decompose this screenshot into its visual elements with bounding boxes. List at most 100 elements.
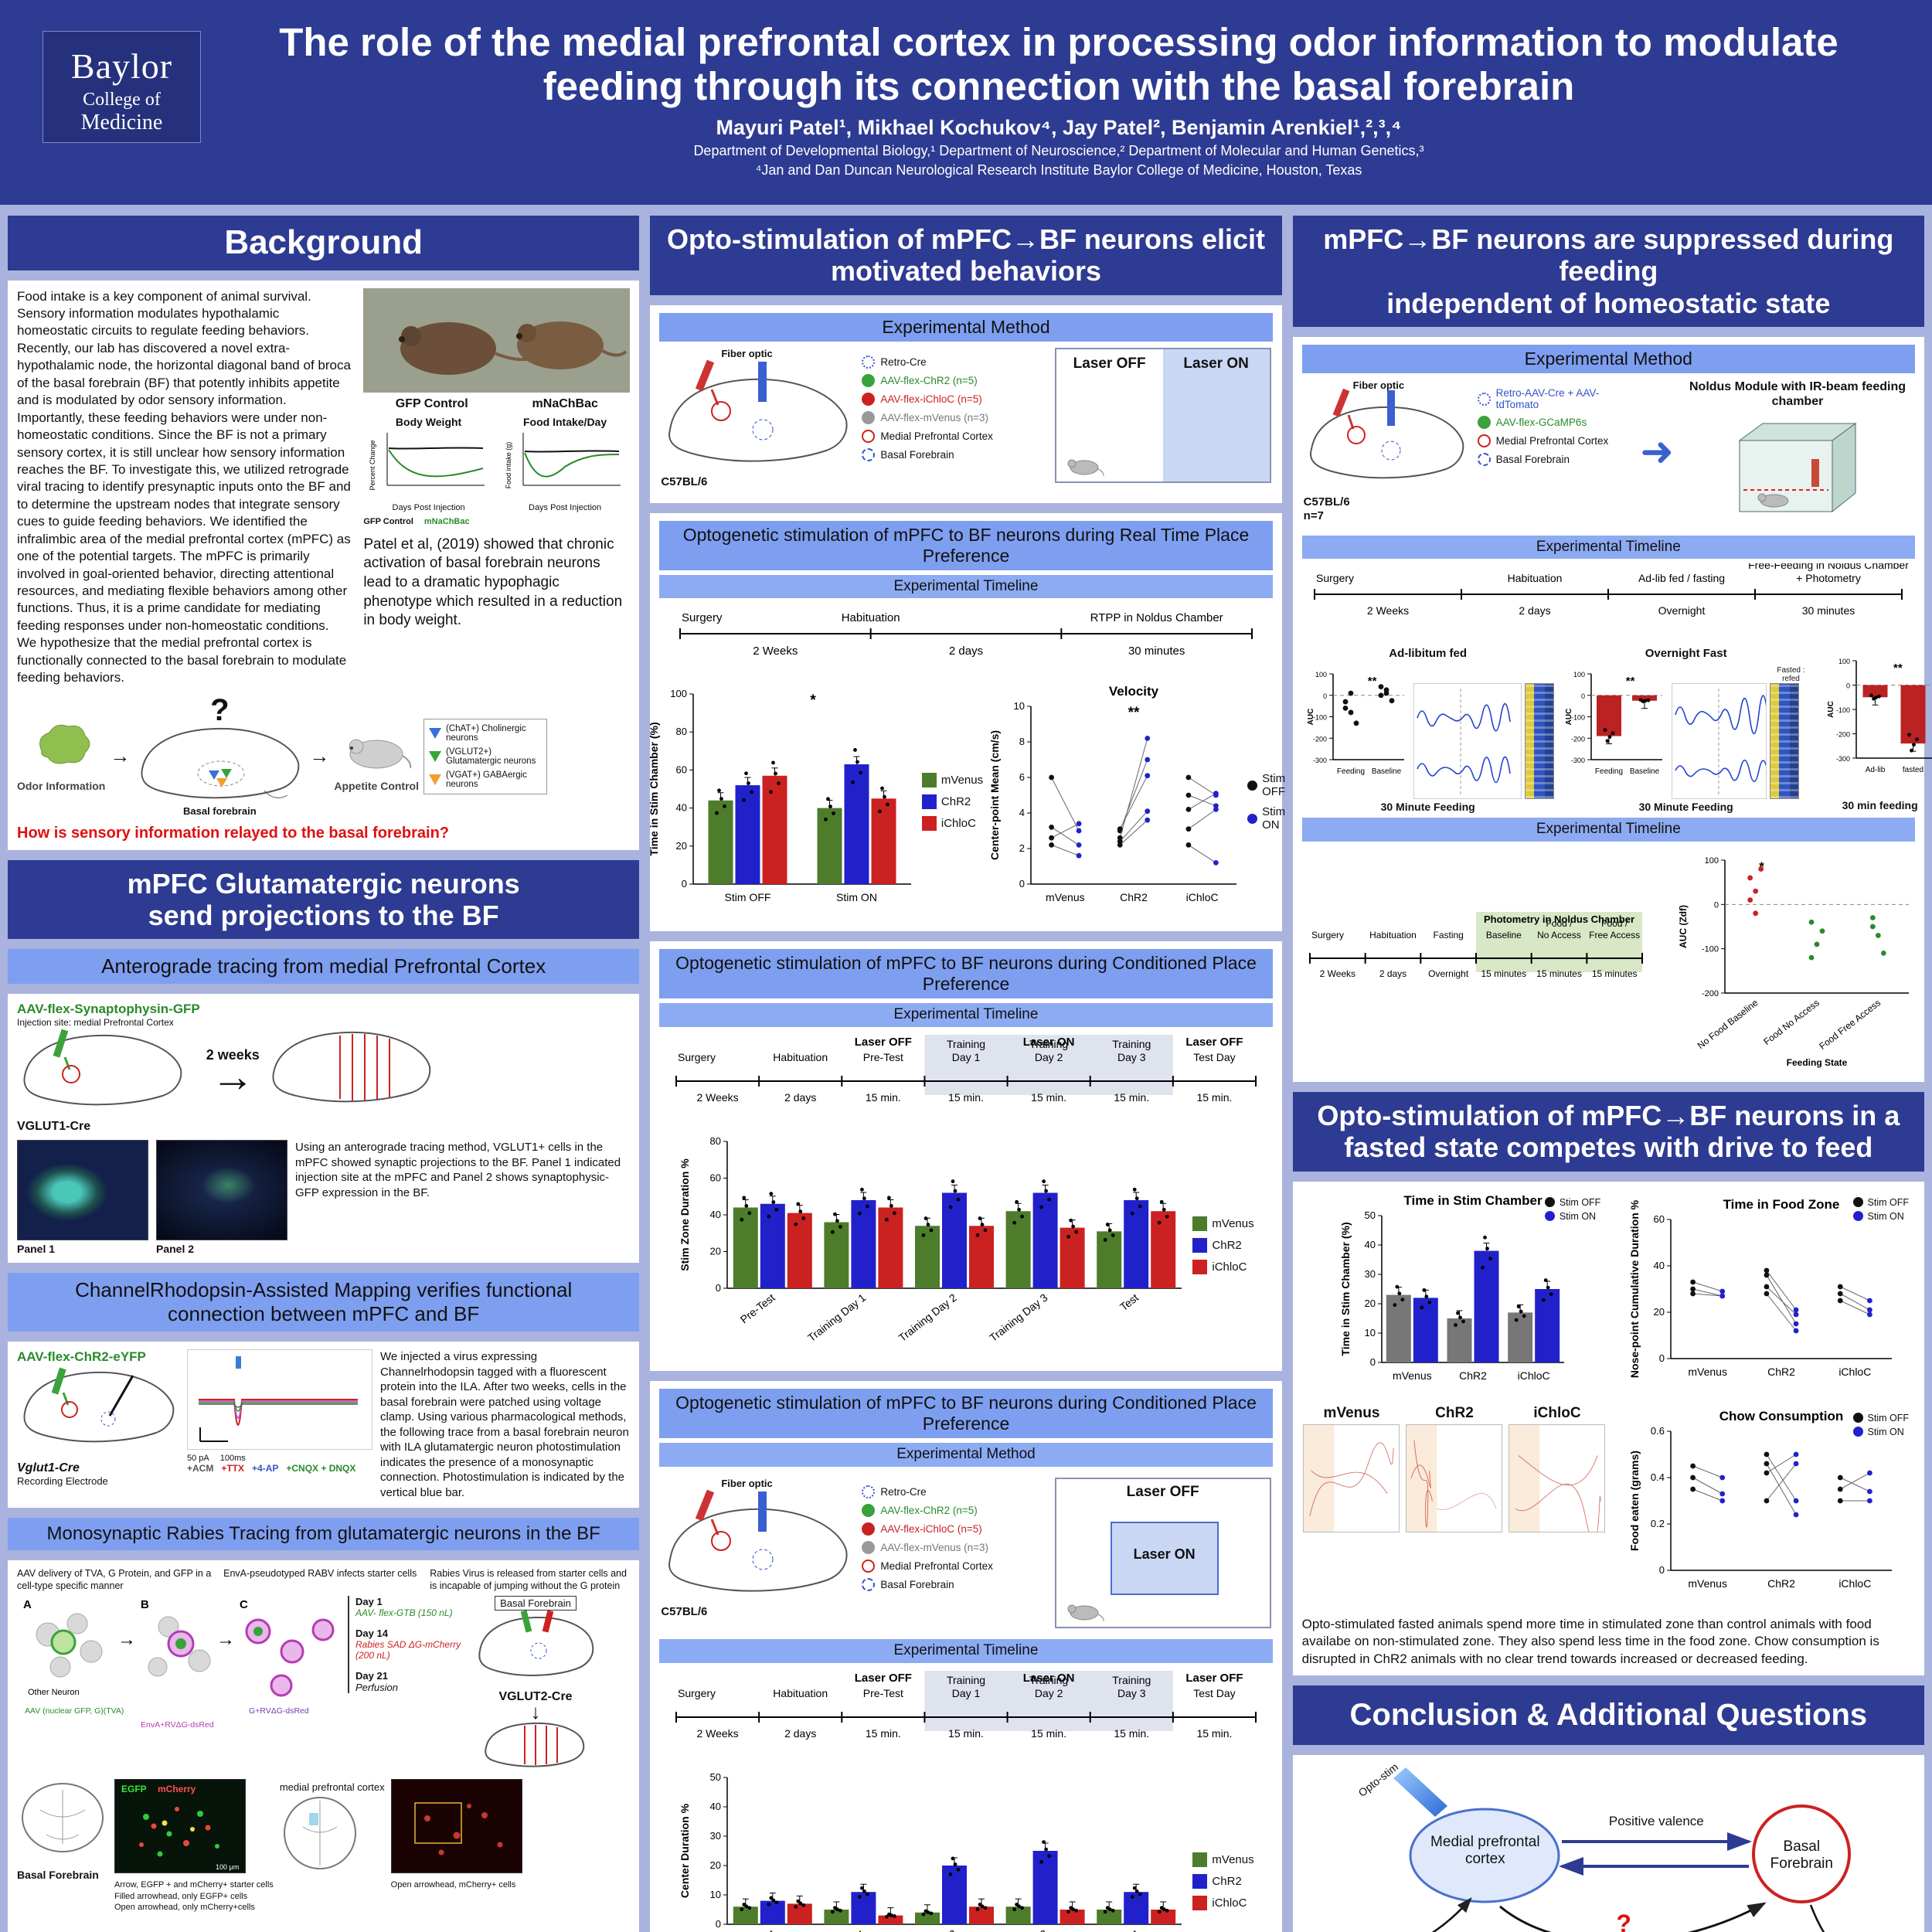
bf-circle-icon <box>862 1577 876 1591</box>
caption-open: Open arrowhead, only mCherry+cells <box>114 1903 255 1913</box>
background-figures: GFP Control mNaChBac Body Weight Percent… <box>363 287 631 687</box>
svg-text:Fasting: Fasting <box>1433 930 1463 940</box>
fiber-optic-label: Fiber optic <box>721 347 773 359</box>
retro-aav-label: Retro-AAV-Cre + AAV-tdTomato <box>1495 387 1600 411</box>
svg-text:-300: -300 <box>1313 757 1327 764</box>
gcamp-icon <box>1477 416 1491 430</box>
legend-mvenus-label: mVenus <box>940 774 984 787</box>
fi-xlabel: Days Post Injection <box>529 502 602 512</box>
svg-text:Stim OFF: Stim OFF <box>724 891 770 903</box>
cpp-bar: Optogenetic stimulation of mPFC to BF ne… <box>659 949 1273 999</box>
day21: Day 21 <box>355 1669 388 1682</box>
mid-method-bar: Experimental Method <box>659 312 1273 342</box>
svg-text:ChR2: ChR2 <box>1120 891 1148 903</box>
mvenus-icon <box>862 1540 876 1554</box>
svg-text:Chow Consumption: Chow Consumption <box>1719 1409 1843 1423</box>
svg-text:Day 3: Day 3 <box>1117 1687 1146 1699</box>
svg-text:100: 100 <box>670 688 687 699</box>
bf-circle-icon <box>862 447 876 461</box>
svg-text:Time in Stim Chamber: Time in Stim Chamber <box>1403 1193 1543 1208</box>
patel-citation: Patel et al, (2019) showed that chronic … <box>363 536 623 629</box>
rtpp-chamber: Laser OFF Laser ON <box>1054 347 1271 483</box>
day14: Day 14 <box>355 1627 388 1639</box>
cpp2-card: Optogenetic stimulation of mPFC to BF ne… <box>650 1381 1282 1932</box>
svg-text:0: 0 <box>1370 1356 1376 1368</box>
right-method-figure: Fiber optic C57BL/6 n=7 Retro-AAV-Cre + … <box>1302 373 1915 530</box>
fast-feed-label: 30 Minute Feeding <box>1638 801 1733 814</box>
conclusion-diagram-art <box>1393 1767 1852 1932</box>
legend-mvenus: mVenus <box>921 773 984 788</box>
cpp-timeline-bar: Experimental Timeline <box>659 1003 1273 1028</box>
mvenus-track-figure: mVenus <box>1303 1405 1400 1532</box>
legend-item-chat: (ChAT+) Cholinergic neurons <box>428 723 542 743</box>
svg-text:2 Weeks: 2 Weeks <box>1367 604 1409 617</box>
svg-text:15 min.: 15 min. <box>948 1091 984 1104</box>
legend-chr2-label: ChR2 <box>1212 1874 1242 1888</box>
chr-injection: AAV-flex-ChR2-eYFP Vglut1-Cre Recording … <box>17 1349 179 1487</box>
svg-text:AUC: AUC <box>1565 709 1573 726</box>
fast2-legend: Stim OFF Stim ON <box>1852 1196 1909 1222</box>
affiliation-1: Department of Developmental Biology,¹ De… <box>693 143 1424 159</box>
mpfc-coronal-outline <box>283 1797 356 1870</box>
fast1-legend: Stim OFF Stim ON <box>1544 1196 1601 1222</box>
noldus-label: Noldus Module with IR-beam feeding chamb… <box>1689 380 1906 409</box>
mvenus-item: AAV-flex-mVenus (n=3) <box>862 410 1046 424</box>
svg-text:Training Day 3: Training Day 3 <box>988 1291 1050 1344</box>
fast-trace <box>1671 683 1767 800</box>
svg-text:Training Day 1: Training Day 1 <box>805 1927 868 1932</box>
svg-text:Training: Training <box>1029 1038 1068 1050</box>
legend-mvenus: mVenus <box>1192 1216 1254 1232</box>
fiber-optic-label3: Fiber optic <box>1352 379 1405 392</box>
svg-text:ChR2: ChR2 <box>1767 1577 1795 1590</box>
synaptophysin-virus-label: AAV-flex-Synaptophysin-GFP <box>17 1002 200 1017</box>
svg-text:Stim ON: Stim ON <box>836 891 877 903</box>
svg-text:2 Weeks: 2 Weeks <box>696 1727 738 1740</box>
mid-heading-line1: Opto-stimulation of mPFC→BF neurons elic… <box>666 223 1265 255</box>
chat-label: (ChAT+) Cholinergic neurons <box>445 723 526 743</box>
chr2-icon <box>862 1503 876 1517</box>
rtpp-legend: mVenus ChR2 iChloC <box>921 773 984 832</box>
title-line1: The role of the medial prefrontal cortex… <box>279 20 1652 64</box>
laser-on-label: Laser ON <box>1183 355 1249 372</box>
panel1-figure: Panel 1 <box>17 1140 148 1255</box>
food-intake-chart: Food intake (g) <box>505 432 621 488</box>
legend-ichloc-label: iChloC <box>1212 1260 1247 1274</box>
g-label: G+RVΔG-dsRed <box>249 1706 309 1716</box>
ichloc-track-label: iChloC <box>1533 1404 1581 1421</box>
vglut2-label: (VGLUT2+) Glutamatergic neurons <box>445 747 536 766</box>
mice-photo <box>363 287 631 393</box>
adlib-feed-label: 30 Minute Feeding <box>1380 801 1475 814</box>
svg-text:2 days: 2 days <box>949 645 983 658</box>
svg-text:0: 0 <box>1658 1564 1664 1576</box>
svg-text:80: 80 <box>675 726 686 738</box>
svg-text:Stim Zone Duration %: Stim Zone Duration % <box>679 1158 691 1271</box>
rabies-caption-a: AAV delivery of TVA, G Protein, and GFP … <box>17 1568 212 1592</box>
affiliation-2: ⁴Jan and Dan Duncan Neurological Researc… <box>755 162 1362 179</box>
strain-label: C57BL/6 <box>661 474 708 488</box>
svg-text:Center-point Mean (cm/s): Center-point Mean (cm/s) <box>988 730 1001 860</box>
virus-legend: Retro-Cre AAV-flex-ChR2 (n=5) AAV-flex-i… <box>862 348 1046 461</box>
positive-valence-label: Positive valence <box>1608 1814 1704 1829</box>
svg-text:-200: -200 <box>1313 735 1327 743</box>
right-method-bar: Experimental Method <box>1301 345 1915 374</box>
chr2-track-image <box>1406 1423 1503 1532</box>
svg-text:8: 8 <box>1019 736 1025 747</box>
svg-text:-100: -100 <box>1571 714 1585 722</box>
odor-figure: Odor Information <box>17 720 105 792</box>
chr2-swatch-icon <box>1192 1873 1208 1889</box>
chr2-track-label: ChR2 <box>1435 1404 1474 1421</box>
svg-text:15 min.: 15 min. <box>1114 1727 1149 1740</box>
cpp-card: Optogenetic stimulation of mPFC to BF ne… <box>650 941 1282 1372</box>
rtpp-card: Optogenetic stimulation of mPFC to BF ne… <box>648 512 1285 932</box>
svg-text:15 min.: 15 min. <box>1196 1091 1232 1104</box>
background-text: Food intake is a key component of animal… <box>17 288 351 685</box>
enva-label: EnvA+RVΔG-dsRed <box>141 1720 214 1730</box>
svg-text:Photometry in Noldus Chamber: Photometry in Noldus Chamber <box>1484 913 1634 925</box>
chr2-swatch-icon <box>1192 1238 1208 1253</box>
rabies-day-timeline: Day 1 AAV- flex-GTB (150 nL) Day 14 Rabies… <box>348 1595 464 1693</box>
chr-bar-line1: ChannelRhodopsin-Assisted Mapping verifi… <box>75 1278 573 1302</box>
poster-title: The role of the medial prefrontal cortex… <box>232 20 1886 108</box>
svg-text:0.2: 0.2 <box>1651 1518 1665 1529</box>
svg-text:AUC: AUC <box>1307 709 1315 726</box>
svg-text:15 min.: 15 min. <box>1114 1091 1149 1104</box>
